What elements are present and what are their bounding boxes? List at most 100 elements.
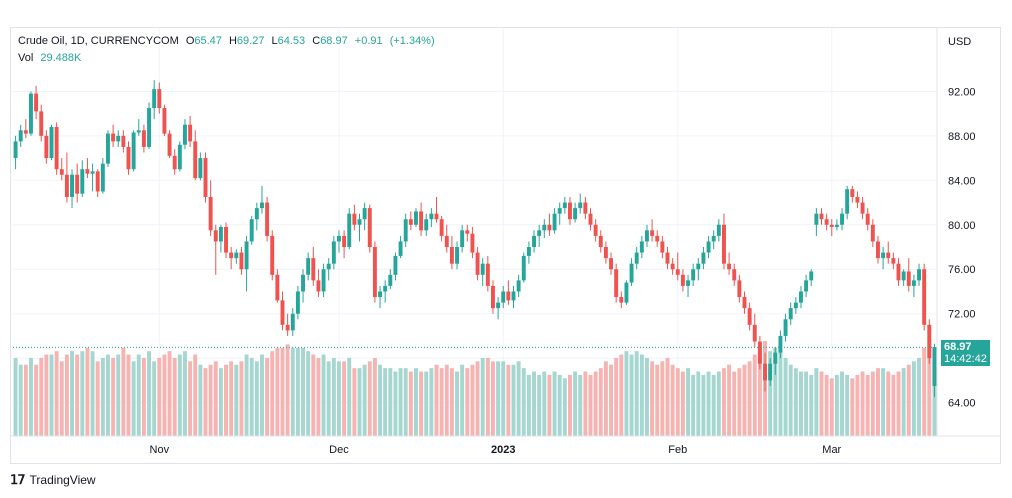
candle-body <box>757 341 762 364</box>
volume-bar <box>172 357 177 436</box>
volume-bar <box>44 354 49 436</box>
candle-body <box>434 213 439 220</box>
volume-bar <box>911 361 916 436</box>
last-price-tag: 68.97 14:42:42 <box>941 340 990 366</box>
volume-bar <box>347 357 352 436</box>
volume-bar <box>732 371 737 436</box>
candle-body <box>362 208 367 220</box>
volume-bar <box>870 371 875 436</box>
volume-bar <box>254 361 259 436</box>
volume-bar <box>152 361 157 436</box>
candle-body <box>414 211 418 225</box>
candle-body <box>80 169 85 194</box>
footer[interactable]: 𝟣𝟩 TradingView <box>10 472 96 488</box>
volume-bar <box>496 361 501 436</box>
candle-body <box>614 269 619 298</box>
candle-body <box>850 189 855 197</box>
candle-body <box>732 269 737 281</box>
candle-body <box>891 258 896 264</box>
candle-body <box>465 230 470 234</box>
open-value: 65.47 <box>194 35 222 47</box>
candle-body <box>485 263 490 286</box>
candle-body <box>927 324 932 359</box>
candle-body <box>85 169 90 174</box>
legend-volume[interactable]: Vol 29.488K <box>18 52 85 64</box>
volume-bar <box>747 361 752 436</box>
candle-body <box>449 247 454 264</box>
volume-bar <box>403 368 408 436</box>
price-axis[interactable]: 92.0088.0084.0080.0076.0072.0068.0064.00… <box>936 28 976 436</box>
candle-body <box>439 219 444 236</box>
candle-body <box>814 213 819 225</box>
volume-bar <box>639 354 644 436</box>
candle-body <box>804 280 809 292</box>
candle-body <box>337 235 341 242</box>
time-axis[interactable]: NovDec2023FebMarAprMay <box>11 435 1000 456</box>
volume-bar <box>932 368 937 436</box>
volume-bar <box>229 361 234 436</box>
volume-bar <box>804 371 809 436</box>
candle-body <box>783 319 788 336</box>
volume-bar <box>75 354 80 436</box>
volume-bar <box>783 357 788 436</box>
volume-bar <box>706 371 711 436</box>
candle-body <box>106 133 110 164</box>
volume-bar <box>429 368 434 436</box>
candle-body <box>116 135 121 142</box>
volume-bar <box>691 374 696 436</box>
candle-body <box>162 108 167 134</box>
volume-bar <box>814 368 819 436</box>
candle-body <box>578 202 583 209</box>
high-value: 69.27 <box>236 35 265 47</box>
candle-body <box>619 297 624 303</box>
candle-body <box>167 133 172 156</box>
volume-bar <box>670 364 675 436</box>
candle-body <box>680 274 685 286</box>
open-label: O <box>185 35 195 47</box>
volume-bar <box>383 368 388 436</box>
candle-body <box>675 269 680 275</box>
candle-body <box>177 144 182 170</box>
candle-body <box>511 291 516 301</box>
volume-bar <box>265 357 270 436</box>
volume-bar <box>424 371 429 436</box>
volume-bar <box>111 357 116 436</box>
volume-bar <box>603 361 608 436</box>
volume-bar <box>337 361 341 436</box>
volume-bar <box>193 354 198 436</box>
volume-bar <box>141 357 146 436</box>
volume-bar <box>372 357 377 436</box>
legend-ohlc[interactable]: Crude Oil, 1D, CURRENCYCOM O65.47 H69.27… <box>18 35 439 47</box>
candle-body <box>670 263 675 270</box>
close-value: 68.97 <box>320 35 348 47</box>
volume-bar <box>213 361 218 436</box>
candle-body <box>655 235 660 242</box>
volume-bar <box>331 357 336 436</box>
candle-body <box>768 363 773 381</box>
candle-body <box>306 258 311 275</box>
volume-bar <box>906 364 911 436</box>
volume-bar <box>465 368 470 436</box>
candle-body <box>388 274 393 286</box>
candle-body <box>763 363 767 381</box>
volume-bar <box>116 354 121 436</box>
volume-bar <box>650 361 655 436</box>
volume-bar <box>834 374 839 436</box>
volume-bar <box>701 374 706 436</box>
candle-body <box>629 263 634 283</box>
candle-body <box>316 280 321 292</box>
volume-bar <box>362 364 367 436</box>
volume-bar <box>850 378 855 436</box>
volume-bar <box>598 368 603 436</box>
close-label: C <box>312 35 321 47</box>
price-tick-label: 76.00 <box>948 264 976 276</box>
change-pct-value: (+1.34%) <box>389 35 435 47</box>
candle-body <box>111 133 116 142</box>
volume-bar <box>280 347 285 436</box>
candle-body <box>639 241 644 253</box>
candle-body <box>54 126 59 170</box>
volume-bar <box>306 351 311 436</box>
volume-bar <box>444 364 449 436</box>
candle-body <box>722 224 726 264</box>
candle-body <box>778 335 783 353</box>
